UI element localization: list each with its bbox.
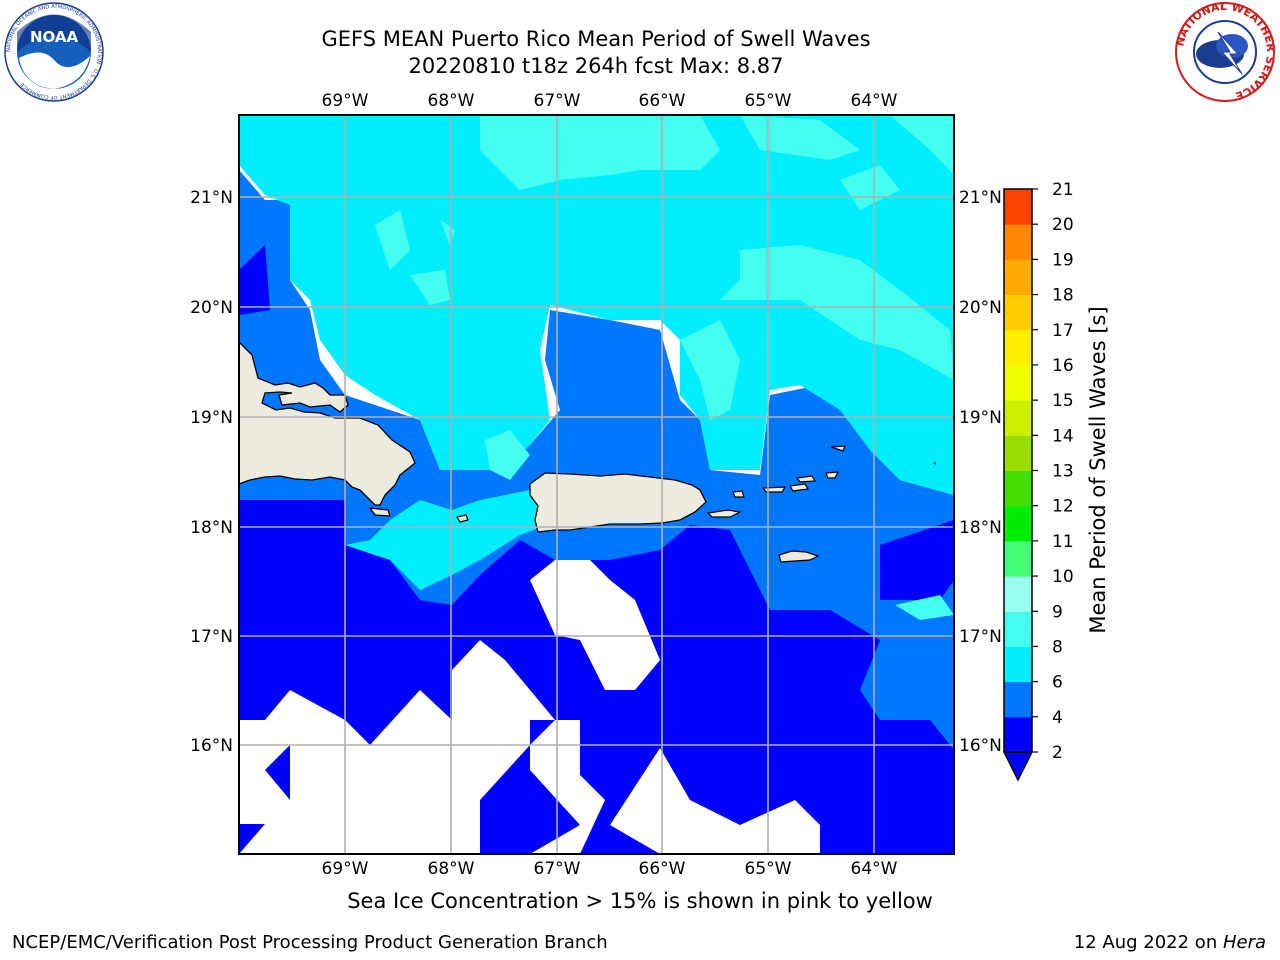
lat-tick-right: 17°N — [959, 627, 1002, 647]
lat-tick-left: 20°N — [190, 298, 233, 318]
colorbar-segment — [1004, 259, 1032, 296]
chart-subtitle: 20220810 t18z 264h fcst Max: 8.87 — [408, 54, 784, 78]
colorbar-tick-label: 10 — [1052, 567, 1074, 587]
colorbar-segment — [1004, 716, 1032, 753]
map-frame — [238, 114, 955, 855]
lon-tick-bottom: 65°W — [745, 859, 792, 879]
nws-logo: NATIONAL WEATHER SERVICE — [1173, 2, 1277, 102]
lon-tick-top: 67°W — [534, 91, 581, 111]
colorbar-tick-label: 19 — [1052, 250, 1074, 270]
colorbar-tick-label: 17 — [1052, 321, 1074, 341]
svg-text:NOAA: NOAA — [30, 28, 79, 46]
colorbar-tick-label: 11 — [1052, 532, 1074, 552]
colorbar-tick-label: 16 — [1052, 356, 1074, 376]
lat-tick-left: 19°N — [190, 408, 233, 428]
lon-tick-top: 69°W — [322, 91, 369, 111]
colorbar-tick-label: 14 — [1052, 426, 1074, 446]
colorbar-label: Mean Period of Swell Waves [s] — [1086, 306, 1110, 634]
swell-period-field — [239, 115, 954, 854]
colorbar-tick-label: 12 — [1052, 497, 1074, 517]
colorbar-tick-label: 4 — [1052, 708, 1063, 728]
footer-date: 12 Aug 2022 on Hera — [1074, 932, 1266, 953]
colorbar-tick-label: 13 — [1052, 462, 1074, 482]
lat-tick-left: 21°N — [190, 188, 233, 208]
lat-tick-right: 21°N — [959, 188, 1002, 208]
colorbar-segment — [1004, 435, 1032, 471]
colorbar-segment — [1004, 470, 1032, 507]
colorbar-segment — [1004, 400, 1032, 436]
lat-tick-left: 17°N — [190, 627, 233, 647]
colorbar-segment — [1004, 576, 1032, 612]
colorbar: 2 4 6 8 9 10 11 12 13 14 15 16 17 18 19 20 21 — [1002, 180, 1074, 782]
contour-4-6s — [239, 170, 954, 750]
colorbar-segment — [1004, 681, 1032, 718]
lon-tick-top: 64°W — [851, 91, 898, 111]
colorbar-tick-label: 21 — [1052, 180, 1074, 200]
colorbar-segment — [1004, 646, 1032, 683]
colorbar-extend-arrow — [1002, 751, 1034, 782]
colorbar-segment — [1004, 540, 1032, 577]
lon-tick-top: 66°W — [639, 91, 686, 111]
land-st-croix — [778, 550, 820, 563]
footer-credit: NCEP/EMC/Verification Post Processing Pr… — [12, 932, 608, 953]
colorbar-segment — [1004, 364, 1032, 401]
colorbar-tick-label: 8 — [1052, 637, 1063, 657]
colorbar-tick-label: 6 — [1052, 673, 1063, 693]
lat-tick-right: 18°N — [959, 518, 1002, 538]
lon-tick-top: 68°W — [428, 91, 475, 111]
colorbar-segment — [1004, 189, 1032, 225]
colorbar-tick-label: 20 — [1052, 215, 1074, 235]
lon-tick-bottom: 66°W — [639, 859, 686, 879]
lat-tick-right: 19°N — [959, 408, 1002, 428]
lat-tick-right: 16°N — [959, 736, 1002, 756]
colorbar-segment — [1004, 224, 1032, 260]
noaa-logo: NATIONAL OCEANIC AND ATMOSPHERIC ADMINIS… — [4, 2, 104, 102]
colorbar-tick-label: 9 — [1052, 602, 1063, 622]
graticule — [239, 115, 954, 854]
lon-tick-bottom: 68°W — [428, 859, 475, 879]
lat-tick-left: 18°N — [190, 518, 233, 538]
footer-host: Hera — [1222, 932, 1266, 953]
lon-tick-bottom: 69°W — [322, 859, 369, 879]
footer-date-text: 12 Aug 2022 on — [1073, 932, 1223, 953]
lat-tick-right: 20°N — [959, 298, 1002, 318]
lon-tick-top: 65°W — [745, 91, 792, 111]
colorbar-segment — [1004, 611, 1032, 647]
chart-title: GEFS MEAN Puerto Rico Mean Period of Swe… — [321, 27, 871, 51]
land-hispaniola — [239, 341, 416, 506]
contour-6-8s — [239, 115, 954, 590]
colorbar-segment — [1004, 505, 1032, 542]
colorbar-segment — [1004, 294, 1032, 331]
lon-tick-bottom: 64°W — [851, 859, 898, 879]
colorbar-segment — [1004, 329, 1032, 366]
colorbar-tick-label: 2 — [1052, 743, 1063, 763]
colorbar-tick-label: 18 — [1052, 286, 1074, 306]
sea-ice-note: Sea Ice Concentration > 15% is shown in … — [347, 889, 933, 913]
lat-tick-left: 16°N — [190, 736, 233, 756]
colorbar-tick-label: 15 — [1052, 391, 1074, 411]
lon-tick-bottom: 67°W — [534, 859, 581, 879]
